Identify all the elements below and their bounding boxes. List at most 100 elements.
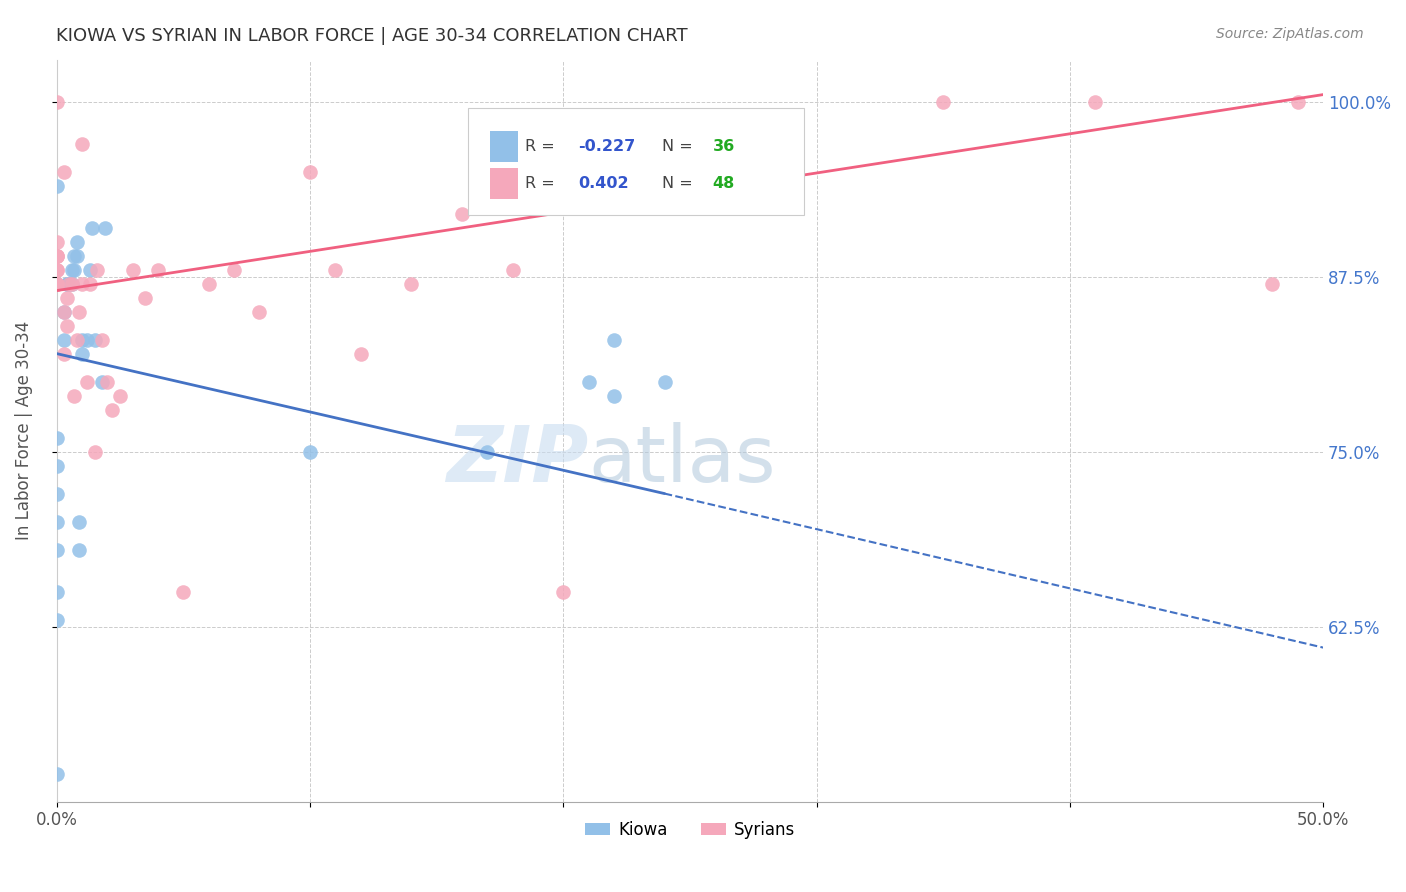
Point (45, 431, 67, 445)
Point (83, 444, 105, 458)
Point (222, 262, 245, 277)
Point (45, 766, 67, 780)
Text: R =: R = (526, 139, 560, 154)
Point (45, 249, 67, 263)
Text: N =: N = (662, 176, 697, 191)
Point (45, 515, 67, 529)
Text: -0.227: -0.227 (578, 139, 636, 154)
Point (93, 220, 115, 235)
Point (172, 584, 194, 599)
Point (451, 206, 474, 220)
Point (108, 388, 131, 402)
Point (79, 277, 101, 291)
Point (63, 388, 86, 402)
Point (45, 235, 67, 249)
Point (134, 291, 156, 305)
Point (247, 304, 270, 318)
Text: N =: N = (662, 139, 697, 154)
Point (298, 164, 321, 178)
Point (502, 262, 524, 277)
Point (60, 277, 83, 291)
Point (45, 262, 67, 277)
Point (55, 277, 77, 291)
Point (45, 584, 67, 599)
Point (45, 178, 67, 193)
Point (146, 262, 169, 277)
FancyBboxPatch shape (489, 168, 517, 199)
FancyBboxPatch shape (489, 131, 517, 162)
Point (91, 375, 114, 389)
Text: ZIP: ZIP (446, 422, 589, 499)
Point (53, 164, 76, 178)
Point (63, 262, 86, 277)
Point (55, 318, 77, 333)
Point (45, 277, 67, 291)
Point (70, 277, 93, 291)
Point (197, 277, 219, 291)
Point (76, 333, 98, 347)
Point (53, 304, 76, 318)
Point (96, 375, 118, 389)
Point (45, 262, 67, 277)
Point (79, 262, 101, 277)
Point (58, 277, 80, 291)
Point (45, 95, 67, 109)
Y-axis label: In Labor Force | Age 30-34: In Labor Force | Age 30-34 (15, 321, 32, 541)
Point (298, 444, 321, 458)
Point (83, 333, 105, 347)
Point (603, 388, 626, 402)
Point (60, 277, 83, 291)
Text: 48: 48 (713, 176, 735, 191)
Text: Source: ZipAtlas.com: Source: ZipAtlas.com (1216, 27, 1364, 41)
Text: atlas: atlas (589, 422, 776, 499)
FancyBboxPatch shape (468, 108, 804, 215)
Text: KIOWA VS SYRIAN IN LABOR FORCE | AGE 30-34 CORRELATION CHART: KIOWA VS SYRIAN IN LABOR FORCE | AGE 30-… (56, 27, 688, 45)
Point (578, 375, 600, 389)
Point (76, 375, 98, 389)
Point (477, 444, 499, 458)
Point (45, 613, 67, 627)
Point (66, 249, 89, 263)
Point (60, 262, 83, 277)
Point (654, 375, 676, 389)
Legend: Kiowa, Syrians: Kiowa, Syrians (578, 814, 801, 846)
Point (45, 249, 67, 263)
Point (67, 515, 90, 529)
Point (1084, 95, 1107, 109)
Point (932, 95, 955, 109)
Point (58, 277, 80, 291)
Point (399, 277, 422, 291)
Point (70, 333, 93, 347)
Point (53, 346, 76, 360)
Point (70, 136, 93, 151)
Point (70, 346, 93, 360)
Point (45, 458, 67, 473)
Point (67, 304, 90, 318)
Point (86, 262, 108, 277)
Point (45, 277, 67, 291)
Point (53, 333, 76, 347)
Point (45, 542, 67, 557)
Point (45, 277, 67, 291)
Point (80, 220, 103, 235)
Point (1261, 277, 1284, 291)
Point (63, 249, 86, 263)
Text: 0.402: 0.402 (578, 176, 628, 191)
Point (66, 333, 89, 347)
Text: 36: 36 (713, 139, 735, 154)
Point (55, 291, 77, 305)
Point (603, 333, 626, 347)
Point (323, 262, 346, 277)
Point (1286, 95, 1309, 109)
Point (66, 235, 89, 249)
Point (553, 584, 575, 599)
Point (349, 346, 371, 360)
Point (101, 402, 124, 417)
Point (67, 542, 90, 557)
Point (45, 486, 67, 500)
Point (91, 333, 114, 347)
Text: R =: R = (526, 176, 560, 191)
Point (55, 277, 77, 291)
Point (121, 262, 143, 277)
Point (45, 249, 67, 263)
